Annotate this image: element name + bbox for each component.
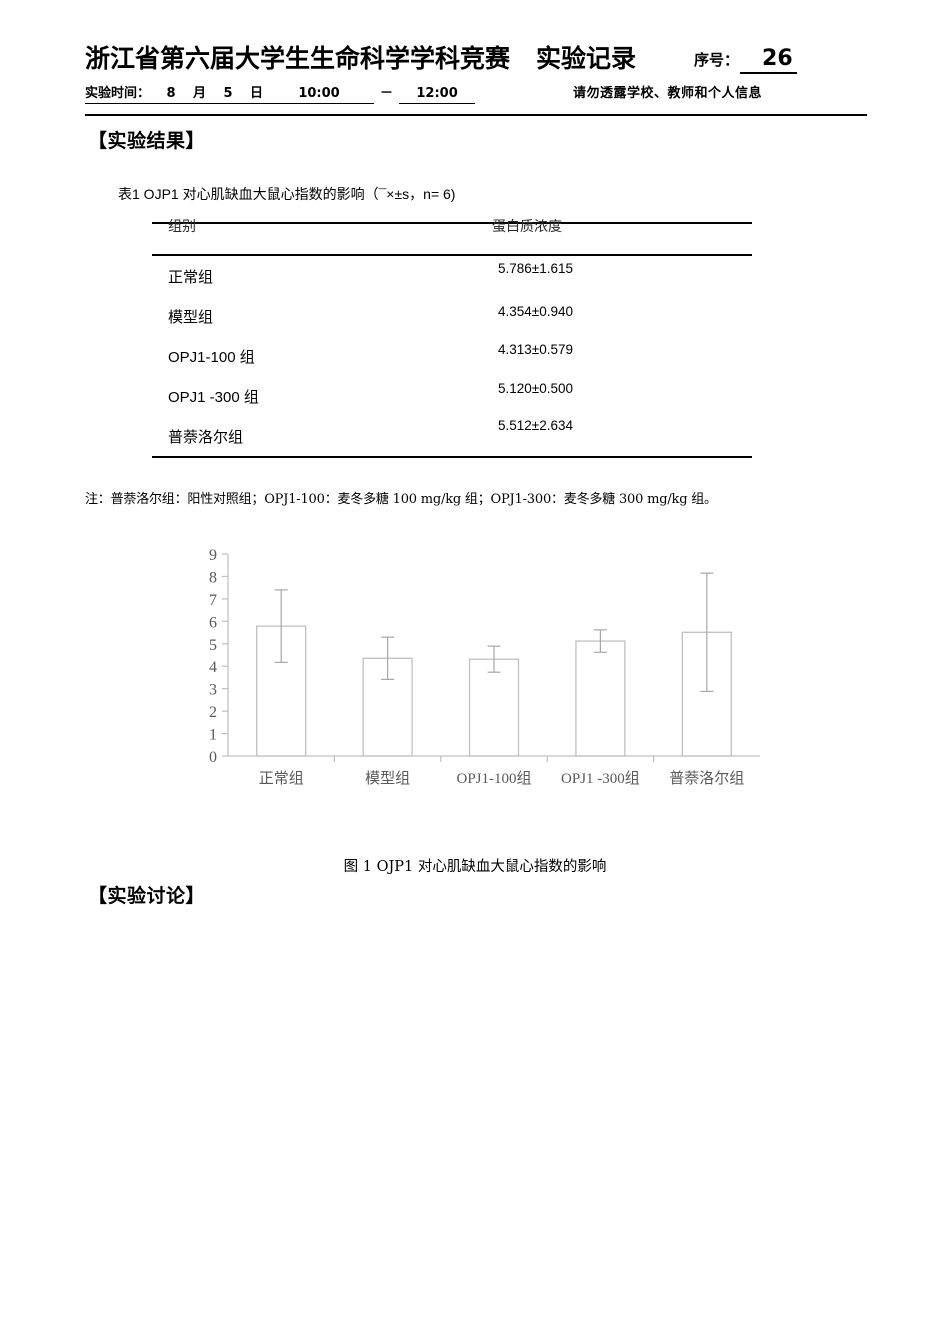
table-row: 普萘洛尔组 5.512±2.634 <box>152 416 752 456</box>
table-bottom-rule <box>152 456 752 458</box>
serial-number-field: 序号： 26 <box>694 47 797 74</box>
table-cell-group: 普萘洛尔组 <box>168 429 244 446</box>
header-divider <box>85 114 867 116</box>
bar <box>575 640 626 757</box>
x-axis-category-label: 正常组 <box>259 770 304 787</box>
experiment-month-value: 8 <box>150 86 193 104</box>
x-axis-category-label: OPJ1 -300组 <box>561 770 640 787</box>
header-time-row: 实验时间： 8 月 5 日 10:00 － 12:00 请勿透露学校、教师和个人… <box>85 82 867 104</box>
table-cell-value: 4.354±0.940 <box>498 304 573 319</box>
table-top-rule <box>152 222 752 224</box>
x-axis-category-label: 普萘洛尔组 <box>669 770 744 787</box>
time-range-dash: － <box>380 86 394 101</box>
table-row: OPJ1 -300 组 5.120±0.500 <box>152 376 752 416</box>
table-header-group: 组别 <box>168 218 196 234</box>
table-cell-value: 5.512±2.634 <box>498 418 573 433</box>
bar <box>468 658 520 757</box>
day-unit-label: 日 <box>249 82 265 104</box>
experiment-end-time: 12:00 <box>399 86 476 104</box>
experiment-day-value: 5 <box>207 86 250 104</box>
bar-chart: 0 1 2 3 4 5 6 7 8 9 正常组 模型组 OPJ1-100组 OPJ1 -300组 普萘洛尔组 <box>190 548 770 808</box>
y-axis-tick-label: 0 <box>209 749 217 766</box>
table-row: OPJ1-100 组 4.313±0.579 <box>152 336 752 376</box>
results-table: 组别 蛋白质浓度 正常组 5.786±1.615 模型组 4.354±0.940… <box>152 218 752 458</box>
table-cell-group: OPJ1 -300 组 <box>168 389 259 406</box>
document-header: 浙江省第六届大学生生命科学学科竞赛 实验记录 序号： 26 实验时间： 8 月 … <box>85 34 867 104</box>
bar-chart-svg: 0 1 2 3 4 5 6 7 8 9 正常组 模型组 OPJ1-100组 OPJ1 -300组 普萘洛尔组 <box>209 548 760 787</box>
serial-number-label: 序号： <box>694 51 740 69</box>
experiment-start-time: 10:00 <box>264 86 375 104</box>
section-heading-discussion: 【实验讨论】 <box>88 885 206 907</box>
y-axis-tick-label: 4 <box>209 659 217 676</box>
x-axis-category-label: OPJ1-100组 <box>456 770 531 787</box>
experiment-time-line: 实验时间： 8 月 5 日 10:00 － 12:00 <box>85 82 867 104</box>
table-cell-value: 4.313±0.579 <box>498 342 573 357</box>
serial-number-value: 26 <box>740 47 797 74</box>
table-row: 正常组 5.786±1.615 <box>152 256 752 296</box>
y-axis-tick-label: 6 <box>209 614 217 631</box>
month-unit-label: 月 <box>192 82 208 104</box>
y-axis-tick-label: 9 <box>209 548 217 564</box>
y-axis-tick-label: 7 <box>209 592 217 609</box>
y-axis-tick-label: 5 <box>209 637 217 654</box>
table-header-value: 蛋白质浓度 <box>492 218 562 234</box>
y-axis-tick-label: 1 <box>209 727 217 744</box>
privacy-notice: 请勿透露学校、教师和个人信息 <box>573 86 763 101</box>
experiment-time-label: 实验时间： <box>85 82 151 104</box>
table-mid-rule <box>152 254 752 256</box>
header-title-row: 浙江省第六届大学生生命科学学科竞赛 实验记录 序号： 26 <box>85 34 867 74</box>
y-axis-tick-label: 3 <box>209 682 217 699</box>
table-cell-value: 5.786±1.615 <box>498 261 573 276</box>
x-axis-category-label: 模型组 <box>365 770 410 787</box>
table-cell-group: 正常组 <box>168 269 214 286</box>
table-header-row: 组别 蛋白质浓度 <box>152 218 752 254</box>
y-axis-tick-label: 8 <box>209 569 217 586</box>
table-cell-group: OPJ1-100 组 <box>168 349 255 366</box>
document-title: 浙江省第六届大学生生命科学学科竞赛 <box>85 44 511 73</box>
table-cell-group: 模型组 <box>168 309 214 326</box>
figure-caption: 图 1 OJP1 对心肌缺血大鼠心指数的影响 <box>343 859 607 875</box>
y-axis-tick-label: 2 <box>209 704 217 721</box>
section-heading-results: 【实验结果】 <box>88 130 206 152</box>
table-footnote: 注：普萘洛尔组：阳性对照组；OPJ1-100：麦冬多糖 100 mg/kg 组；… <box>85 492 717 507</box>
table-caption: 表1 OJP1 对心肌缺血大鼠心指数的影响（¯×±s，n= 6) <box>118 186 456 202</box>
table-row: 模型组 4.354±0.940 <box>152 296 752 336</box>
table-cell-value: 5.120±0.500 <box>498 381 573 396</box>
document-subtitle: 实验记录 <box>536 44 637 73</box>
